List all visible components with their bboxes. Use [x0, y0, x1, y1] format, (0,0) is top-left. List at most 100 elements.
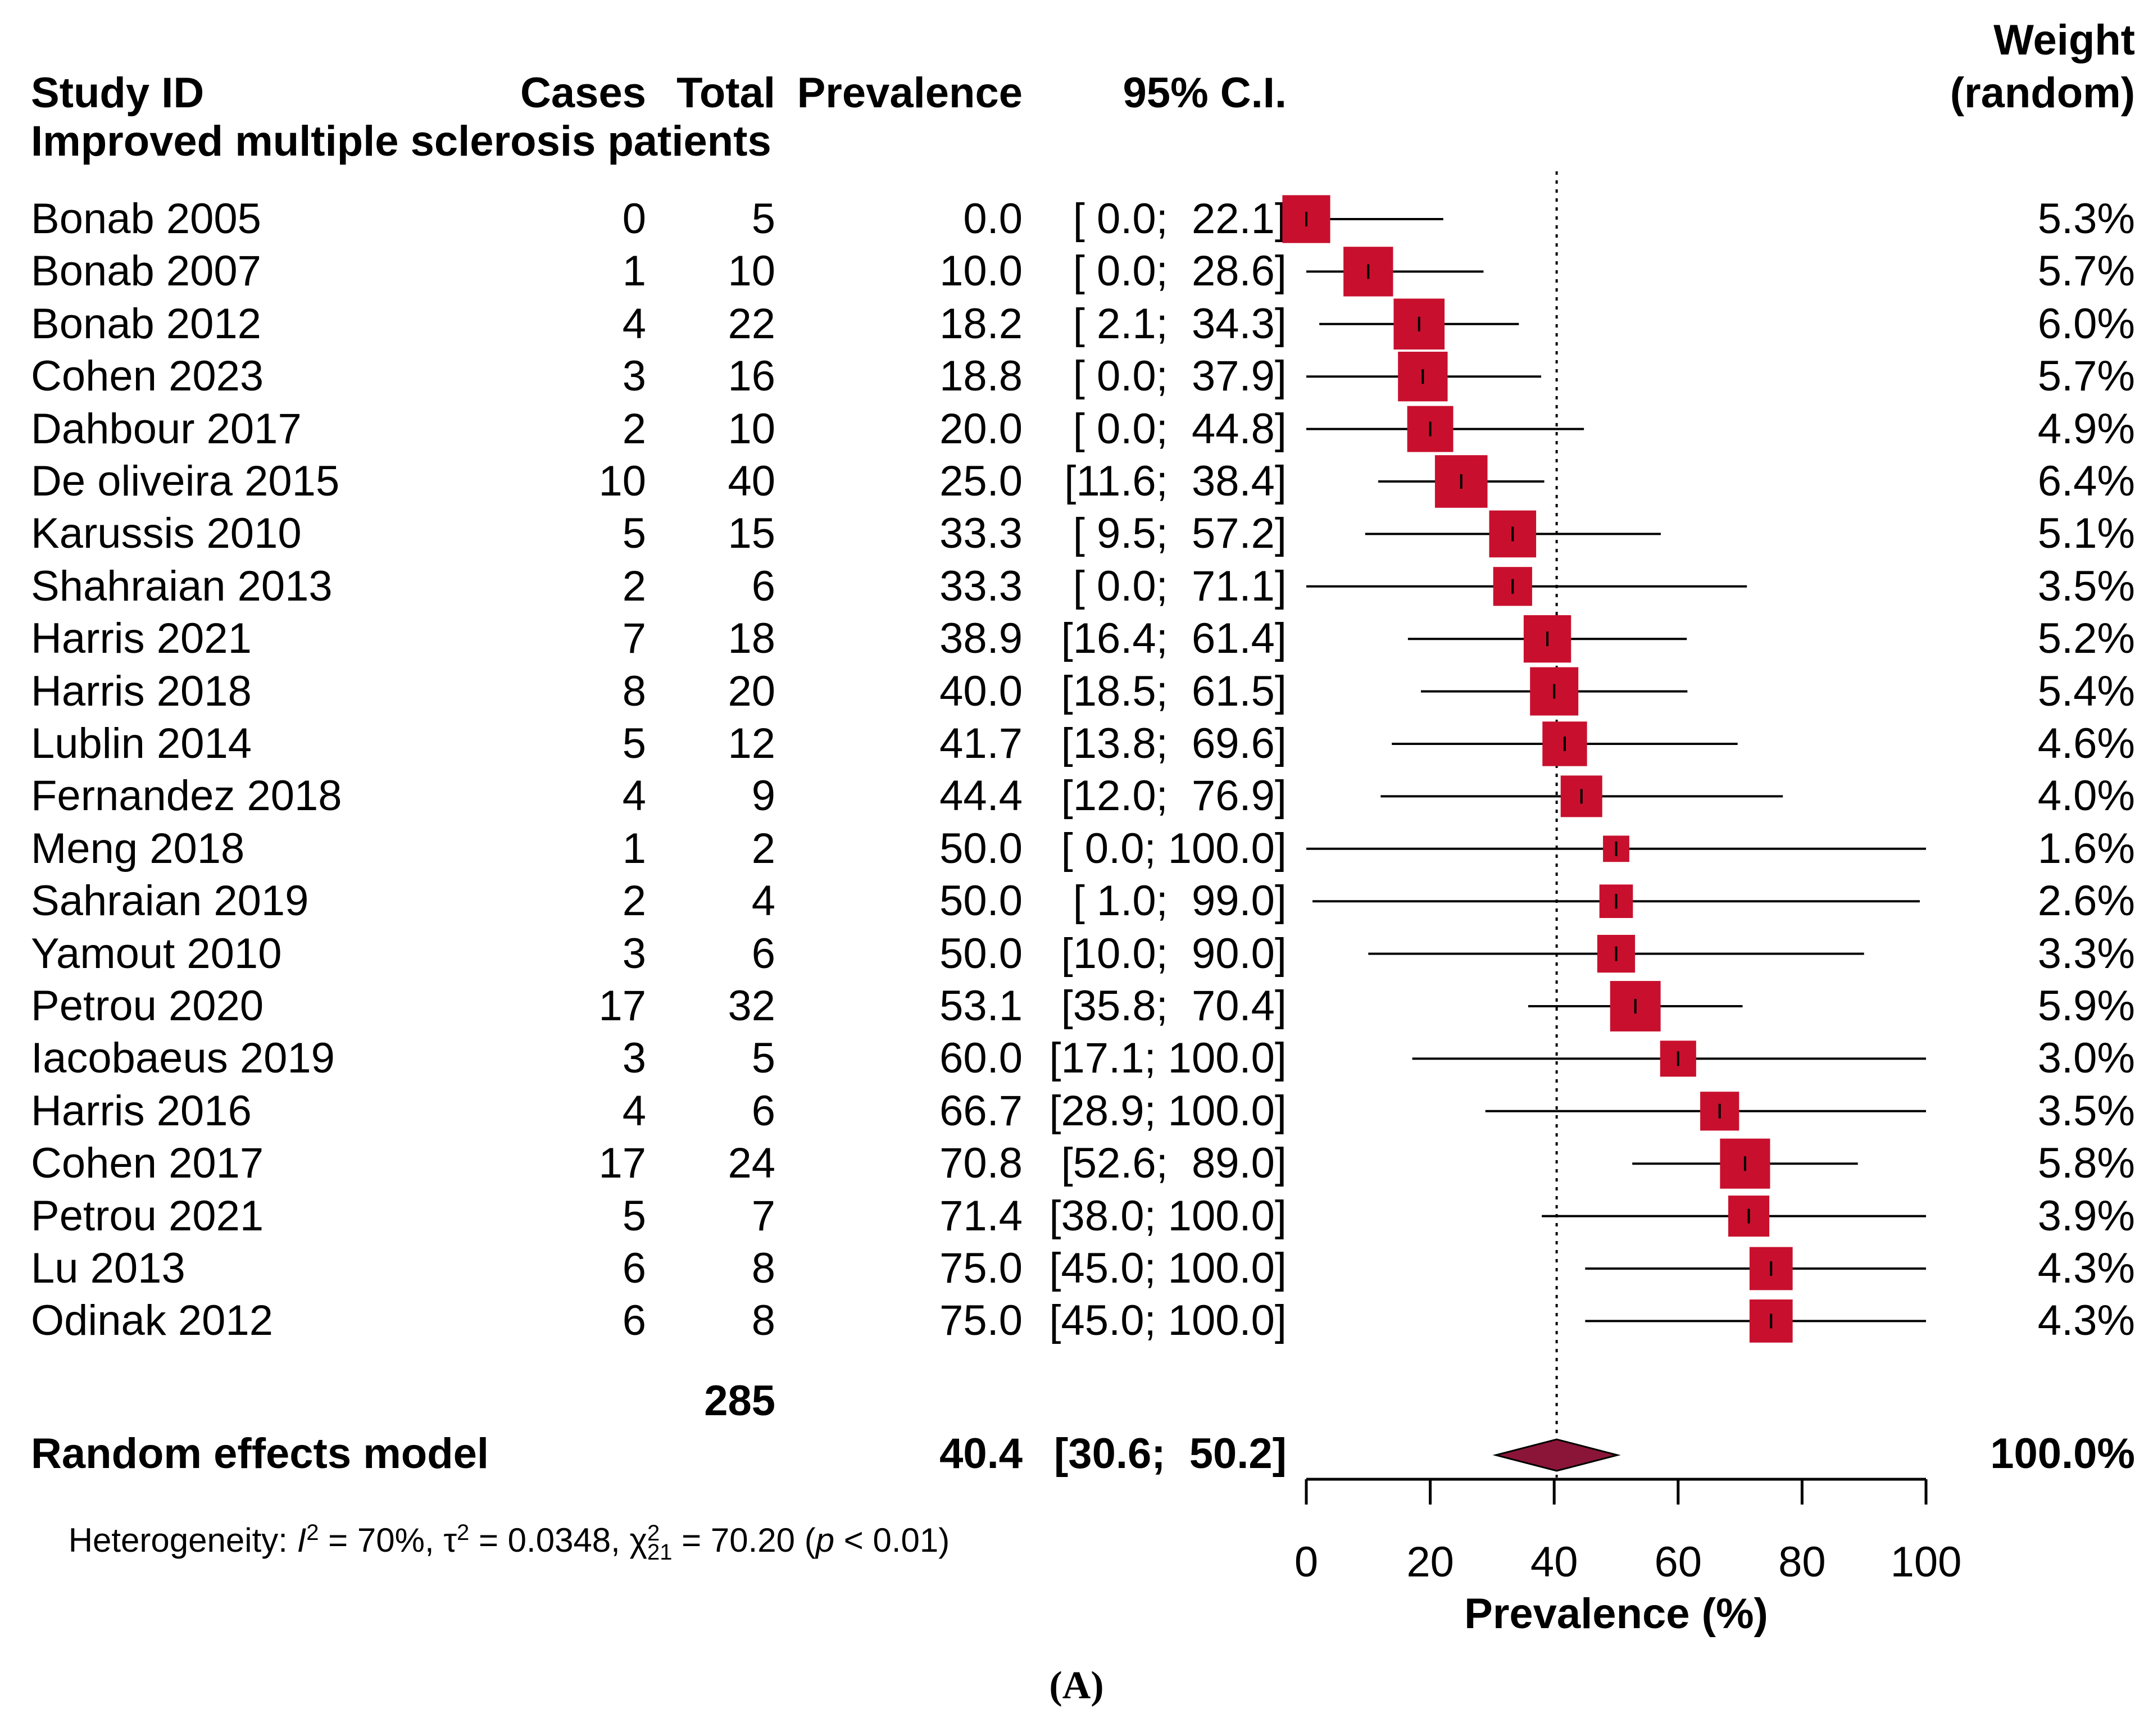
study-cases: 1: [622, 825, 646, 872]
study-weight: 3.5%: [2037, 562, 2135, 610]
study-prevalence: 60.0: [939, 1034, 1023, 1082]
study-ci: [11.6; 38.4]: [1064, 457, 1287, 505]
tau-symbol: τ: [443, 1521, 457, 1559]
study-total: 10: [728, 247, 775, 295]
study-weight: 4.3%: [2037, 1244, 2135, 1292]
study-prevalence: 18.2: [939, 300, 1023, 348]
study-weight: 3.5%: [2037, 1087, 2135, 1135]
study-weight: 5.3%: [2037, 195, 2135, 243]
subgroup-label: Improved multiple sclerosis patients: [31, 117, 771, 165]
tau-sup: 2: [457, 1520, 470, 1545]
study-cases: 5: [622, 720, 646, 767]
study-weight: 5.2%: [2037, 615, 2135, 662]
study-total: 20: [728, 667, 775, 715]
study-weight: 3.3%: [2037, 930, 2135, 978]
study-prevalence: 70.8: [939, 1139, 1023, 1187]
study-total: 8: [751, 1297, 775, 1344]
study-cases: 6: [622, 1244, 646, 1292]
pooled-diamond: [1492, 1438, 1621, 1472]
study-ci: [52.6; 89.0]: [1061, 1139, 1287, 1187]
study-cases: 4: [622, 772, 646, 820]
p-symbol: p: [815, 1521, 835, 1559]
study-cases: 1: [622, 247, 646, 295]
study-prevalence: 41.7: [939, 720, 1023, 767]
study-cases: 2: [622, 405, 646, 453]
x-axis-label: Prevalence (%): [1464, 1590, 1768, 1638]
study-weight: 3.9%: [2037, 1192, 2135, 1240]
study-name: Cohen 2023: [31, 352, 264, 400]
total-n: 285: [704, 1377, 775, 1425]
i2-sup: 2: [306, 1520, 319, 1545]
study-prevalence: 71.4: [939, 1192, 1023, 1240]
x-tick-label: 20: [1406, 1538, 1454, 1586]
study-name: Karussis 2010: [31, 510, 302, 557]
study-cases: 6: [622, 1297, 646, 1344]
study-name: Sahraian 2019: [31, 877, 309, 925]
study-name: Yamout 2010: [31, 930, 282, 978]
header-ci: 95% C.I.: [1123, 69, 1287, 117]
study-cases: 7: [622, 615, 646, 662]
study-cases: 4: [622, 300, 646, 348]
study-cases: 3: [622, 1034, 646, 1082]
study-weight: 3.0%: [2037, 1034, 2135, 1082]
study-cases: 2: [622, 562, 646, 610]
tau-value: = 0.0348,: [469, 1521, 630, 1559]
study-total: 18: [728, 615, 775, 662]
header-prevalence: Prevalence: [797, 69, 1023, 117]
i2-value: = 70%,: [319, 1521, 444, 1559]
study-ci: [ 0.0; 71.1]: [1073, 562, 1287, 610]
study-prevalence: 44.4: [939, 772, 1023, 820]
study-cases: 17: [598, 982, 646, 1030]
study-weight: 5.7%: [2037, 352, 2135, 400]
study-prevalence: 50.0: [939, 877, 1023, 925]
figure-caption: (A): [1049, 1664, 1104, 1707]
study-total: 7: [751, 1192, 775, 1240]
study-total: 16: [728, 352, 775, 400]
pooled-ci: [30.6; 50.2]: [1054, 1430, 1287, 1478]
study-weight: 5.9%: [2037, 982, 2135, 1030]
header-cases: Cases: [520, 69, 646, 117]
study-weight: 5.8%: [2037, 1139, 2135, 1187]
study-name: Harris 2018: [31, 667, 252, 715]
x-tick-label: 40: [1530, 1538, 1578, 1586]
study-cases: 10: [598, 457, 646, 505]
study-name: Harris 2021: [31, 615, 252, 662]
study-name: Fernandez 2018: [31, 772, 342, 820]
study-prevalence: 38.9: [939, 615, 1023, 662]
study-ci: [ 0.0; 37.9]: [1073, 352, 1287, 400]
study-ci: [ 0.0; 100.0]: [1061, 825, 1287, 872]
study-name: Cohen 2017: [31, 1139, 264, 1187]
study-total: 15: [728, 510, 775, 557]
study-prevalence: 25.0: [939, 457, 1023, 505]
x-tick-label: 80: [1778, 1538, 1826, 1586]
study-ci: [ 0.0; 28.6]: [1073, 247, 1287, 295]
study-name: Bonab 2005: [31, 195, 261, 243]
study-total: 40: [728, 457, 775, 505]
study-cases: 2: [622, 877, 646, 925]
study-total: 5: [751, 195, 775, 243]
study-prevalence: 66.7: [939, 1087, 1023, 1135]
x-tick-label: 60: [1655, 1538, 1702, 1586]
study-ci: [ 0.0; 44.8]: [1073, 405, 1287, 453]
study-weight: 4.9%: [2037, 405, 2135, 453]
study-weight: 5.4%: [2037, 667, 2135, 715]
study-cases: 4: [622, 1087, 646, 1135]
study-total: 4: [751, 877, 775, 925]
study-cases: 3: [622, 352, 646, 400]
study-ci: [45.0; 100.0]: [1049, 1244, 1287, 1292]
study-prevalence: 18.8: [939, 352, 1023, 400]
study-total: 6: [751, 1087, 775, 1135]
header-weight-line2: (random): [1950, 69, 2135, 117]
study-weight: 4.6%: [2037, 720, 2135, 767]
study-total: 9: [751, 772, 775, 820]
study-prevalence: 20.0: [939, 405, 1023, 453]
study-name: Iacobaeus 2019: [31, 1034, 335, 1082]
study-name: Petrou 2021: [31, 1192, 264, 1240]
chi-value: = 70.20 (: [672, 1521, 816, 1559]
study-weight: 5.7%: [2037, 247, 2135, 295]
i2-symbol: I: [297, 1521, 307, 1559]
study-cases: 5: [622, 1192, 646, 1240]
study-ci: [ 2.1; 34.3]: [1073, 300, 1287, 348]
